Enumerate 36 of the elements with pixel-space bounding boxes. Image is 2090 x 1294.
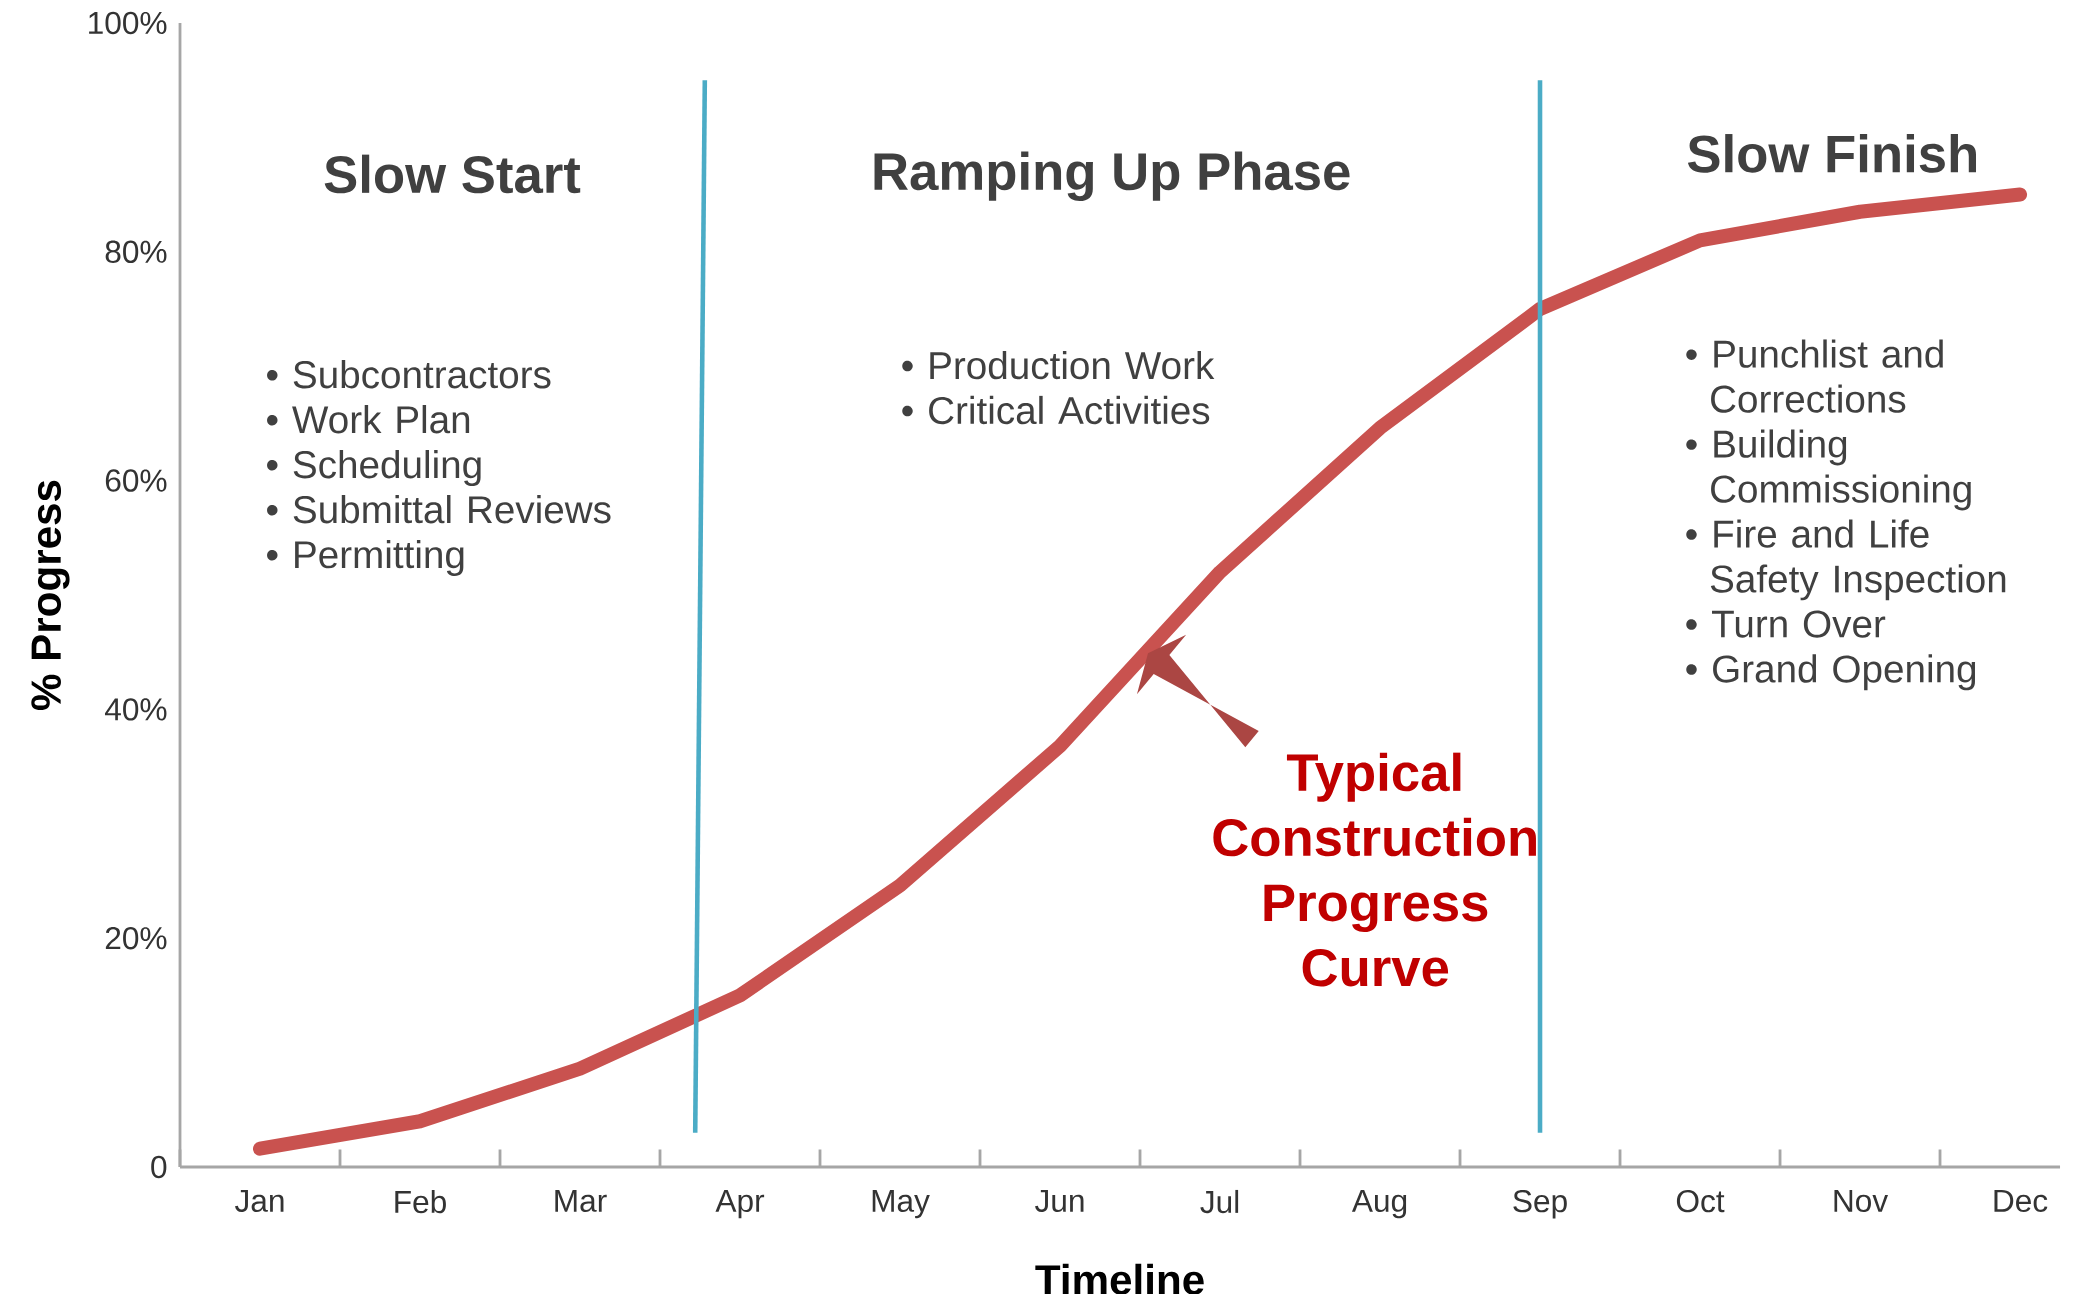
annotation: Typical Construction Progress Curve (1213, 752, 1536, 987)
x-tick-label: Nov (1834, 1189, 1889, 1213)
annotation: • Submittal Reviews (267, 494, 611, 524)
y-axis-title: % Progress (31, 480, 70, 710)
annotation: • Building Commissioning (1686, 429, 1971, 511)
annotation: Slow Start (324, 154, 581, 194)
annotation: Slow Finish (1687, 134, 1977, 173)
annotation: • Fire and Life Safety Inspection (1686, 519, 2006, 601)
x-tick-label: Feb (395, 1189, 446, 1214)
x-tick-label: Jun (1035, 1189, 1084, 1213)
x-tick-label: Sep (1513, 1189, 1567, 1219)
y-tick-label: 20% (105, 926, 167, 950)
annotation: • Critical Activities (902, 395, 1210, 425)
x-tick-label: Mar (555, 1189, 607, 1213)
y-tick-label: 60% (105, 469, 167, 492)
annotation: • Grand Opening (1686, 654, 1976, 691)
annotation: • Work Plan (267, 405, 470, 434)
annotation: • Permitting (267, 539, 464, 576)
x-tick-label: May (872, 1189, 930, 1219)
annotation: • Subcontractors (267, 360, 551, 389)
y-tick-label: 100% (89, 11, 167, 35)
x-tick-label: Aug (1351, 1189, 1407, 1219)
annotation: • Turn Over (1686, 610, 1886, 638)
x-tick-label: Apr (715, 1189, 765, 1219)
annotation: Ramping Up Phase (874, 151, 1350, 201)
x-tick-label: Oct (1676, 1189, 1725, 1213)
annotation: • Scheduling (267, 450, 481, 486)
x-axis-title: Timeline (1035, 1263, 1204, 1294)
y-tick-label: 0 (151, 1155, 167, 1179)
x-tick-label: Jan (235, 1189, 284, 1213)
y-tick-label: 40% (104, 698, 167, 721)
y-tick-label: 80% (105, 240, 167, 263)
x-tick-label: Dec (1994, 1189, 2048, 1213)
x-tick-label: Jul (1200, 1189, 1239, 1214)
annotation: • Production Work (902, 350, 1215, 380)
annotation: • Punchlist and Corrections (1686, 339, 1943, 413)
